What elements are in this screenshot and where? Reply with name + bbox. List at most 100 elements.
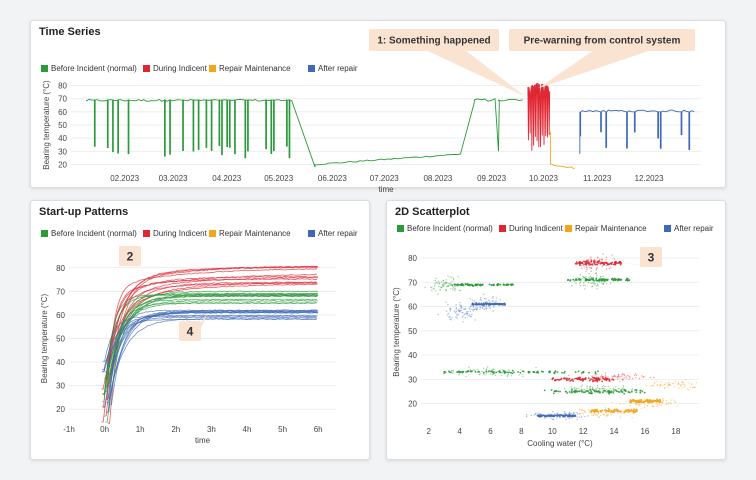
scatter-point	[674, 401, 676, 403]
scatter-point	[469, 298, 471, 300]
scatter-point	[631, 378, 634, 380]
scatter-point	[509, 371, 512, 374]
scatter-point	[462, 321, 464, 323]
scatter-point	[457, 275, 459, 278]
scatter-point	[483, 308, 486, 310]
scatter-point	[565, 377, 568, 380]
scatter-point	[678, 387, 680, 389]
scatter-point	[492, 373, 494, 376]
scatter-point	[582, 282, 585, 284]
scatter-point	[472, 305, 475, 308]
scatter-point	[585, 262, 588, 265]
scatter-point	[665, 403, 668, 405]
scatter-point	[449, 308, 452, 310]
scatter-point	[439, 289, 441, 291]
scatter-point	[611, 377, 613, 379]
scatter-point	[592, 387, 594, 389]
scatter-point	[472, 310, 474, 312]
scatter-point	[592, 282, 595, 285]
scatter-point	[443, 370, 446, 373]
scatter-point	[607, 391, 610, 394]
scatter-point	[475, 284, 477, 287]
scatter-point	[472, 285, 474, 287]
scatter-point	[452, 372, 454, 375]
scatter-point	[448, 316, 450, 318]
scatter-point	[652, 405, 654, 408]
scatter-point	[590, 267, 593, 270]
startup-curve	[104, 318, 317, 373]
scatter-point	[639, 403, 641, 406]
scatter-point	[492, 372, 495, 374]
scatter-point	[445, 310, 448, 312]
scatter-point	[445, 281, 447, 284]
startup-curve	[109, 310, 319, 406]
scatter-point	[673, 399, 675, 401]
scatter-point	[570, 379, 573, 381]
legend-label: Repair Maintenance	[575, 224, 647, 233]
scatter-point	[549, 415, 552, 418]
scatter-point	[587, 261, 590, 264]
scatter-point	[451, 288, 454, 291]
scatter-point	[518, 374, 520, 376]
scatter-point	[612, 375, 615, 378]
scatter-point	[563, 388, 566, 390]
scatter-point	[618, 388, 620, 390]
scatter-point	[659, 400, 662, 403]
scatter-point	[590, 411, 592, 414]
scatter-point	[578, 387, 580, 390]
scatter-point	[589, 263, 592, 266]
scatter-point	[596, 263, 598, 266]
scatter-point	[596, 380, 599, 383]
scatter-point	[569, 279, 572, 282]
scatter-point	[492, 297, 494, 299]
y-axis-label: Bearing temperature (°C)	[392, 287, 401, 377]
scatter-point	[460, 309, 463, 312]
scatter-point	[491, 371, 494, 374]
scatter-point	[594, 390, 596, 393]
scatter-point	[504, 303, 506, 306]
scatter-point	[607, 407, 610, 410]
scatter-point	[438, 282, 441, 284]
scatter-point	[445, 279, 447, 281]
scatter-point	[667, 382, 669, 384]
scatter-point	[615, 376, 617, 378]
scatter-point	[618, 261, 621, 264]
scatter-point	[467, 310, 469, 313]
scatter-point	[446, 314, 449, 316]
scatter-point	[576, 418, 579, 421]
scatter-point	[553, 372, 556, 375]
scatter-point	[599, 414, 602, 417]
scatter-point	[582, 276, 585, 278]
scatter-point	[450, 369, 453, 372]
scatter-point	[664, 383, 666, 386]
startup-curve	[105, 282, 318, 362]
scatter-point	[614, 262, 617, 265]
scatter-point	[623, 373, 625, 376]
legend-label: During Indicent	[153, 64, 208, 73]
scatter-point	[626, 277, 629, 280]
scatter-point	[473, 308, 475, 311]
scatter-point	[447, 312, 450, 315]
startup-curve	[105, 273, 318, 388]
x-tick-label: 02.2023	[110, 174, 139, 183]
scatter-point	[564, 390, 567, 393]
scatter-point	[438, 283, 440, 285]
scatter-point	[507, 284, 510, 286]
time-series-panel: Time Series Before Incident (normal) Duri…	[30, 20, 726, 194]
x-tick-label: 03.2023	[159, 174, 188, 183]
scatter-point	[437, 293, 439, 295]
scatter-point	[658, 384, 661, 387]
callout-text: 2	[127, 249, 134, 263]
scatter-point	[575, 262, 577, 265]
scatter-point	[659, 384, 662, 386]
scatter-point	[578, 377, 581, 380]
scatter-point	[536, 414, 539, 417]
scatter-point	[570, 390, 573, 393]
scatter-point	[627, 374, 629, 377]
scatter-chart: Before Incident (normal) During Indicent R…	[392, 224, 714, 448]
scatter-point	[591, 263, 594, 266]
scatter-point	[582, 284, 585, 287]
callout-text: Pre-warning from control system	[524, 36, 681, 47]
scatter-point	[572, 278, 575, 281]
scatter-point	[604, 385, 606, 388]
